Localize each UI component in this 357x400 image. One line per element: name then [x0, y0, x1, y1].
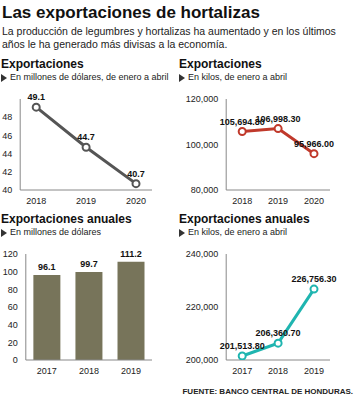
svg-text:0: 0 — [13, 355, 18, 365]
svg-text:40: 40 — [8, 320, 18, 330]
svg-text:95,966.00: 95,966.00 — [294, 139, 334, 149]
svg-text:2019: 2019 — [121, 366, 141, 376]
svg-text:44.7: 44.7 — [77, 132, 95, 142]
svg-text:240,000: 240,000 — [186, 249, 219, 259]
svg-text:99.7: 99.7 — [80, 259, 98, 269]
svg-text:100,000: 100,000 — [186, 140, 219, 150]
svg-text:2017: 2017 — [232, 366, 252, 376]
svg-text:200,000: 200,000 — [186, 355, 219, 365]
svg-text:49.1: 49.1 — [27, 92, 45, 102]
svg-text:2018: 2018 — [79, 366, 99, 376]
svg-text:111.2: 111.2 — [120, 249, 142, 259]
svg-text:96.1: 96.1 — [38, 262, 56, 272]
html-text:En millones de dólares, de ene: En millones de dólares, de enero a abril — [10, 72, 169, 82]
svg-text:226,756.30: 226,756.30 — [291, 274, 336, 284]
svg-text:2018: 2018 — [268, 366, 288, 376]
html-text:En kilos, de enero a abril: En kilos, de enero a abril — [188, 72, 288, 82]
svg-text:2019: 2019 — [268, 196, 288, 206]
html-text:En millones de dólares: En millones de dólares — [10, 227, 102, 237]
svg-text:60: 60 — [8, 302, 18, 312]
svg-text:2020: 2020 — [304, 196, 324, 206]
svg-text:2019: 2019 — [304, 366, 324, 376]
svg-text:220,000: 220,000 — [186, 302, 219, 312]
svg-text:120: 120 — [3, 249, 18, 259]
svg-text:2019: 2019 — [76, 196, 96, 206]
svg-text:80: 80 — [8, 285, 18, 295]
html-text:La producción de legumbres y h: La producción de legumbres y hortalizas … — [2, 25, 336, 50]
html-text:En kilos, de enero a abril: En kilos, de enero a abril — [188, 227, 288, 237]
svg-text:2018: 2018 — [26, 196, 46, 206]
svg-text:40.7: 40.7 — [127, 169, 145, 179]
svg-text:46: 46 — [2, 131, 12, 141]
html-text:Exportaciones anuales: Exportaciones anuales — [179, 212, 310, 226]
svg-text:42: 42 — [2, 167, 12, 177]
html-text:Exportaciones: Exportaciones — [179, 57, 262, 71]
svg-text:201,513.80: 201,513.80 — [220, 341, 265, 351]
svg-text:100: 100 — [3, 267, 18, 277]
svg-text:80,000: 80,000 — [191, 185, 219, 195]
svg-text:120,000: 120,000 — [186, 94, 219, 104]
svg-text:2017: 2017 — [37, 366, 57, 376]
svg-text:48: 48 — [2, 112, 12, 122]
svg-text:44: 44 — [2, 149, 12, 159]
html-text:Las exportaciones de hortaliza: Las exportaciones de hortalizas — [2, 3, 260, 22]
svg-text:206,360.70: 206,360.70 — [256, 328, 301, 338]
svg-text:2020: 2020 — [126, 196, 146, 206]
svg-text:2018: 2018 — [232, 196, 252, 206]
svg-text:20: 20 — [8, 338, 18, 348]
html-text:Exportaciones: Exportaciones — [1, 57, 84, 71]
svg-text:106,998.30: 106,998.30 — [256, 114, 301, 124]
html-text:FUENTE: BANCO CENTRAL DE HONDU: FUENTE: BANCO CENTRAL DE HONDURAS. — [182, 387, 353, 396]
svg-text:105,694.80: 105,694.80 — [219, 116, 265, 127]
svg-text:40: 40 — [2, 185, 12, 195]
html-text:Exportaciones anuales: Exportaciones anuales — [1, 212, 132, 226]
